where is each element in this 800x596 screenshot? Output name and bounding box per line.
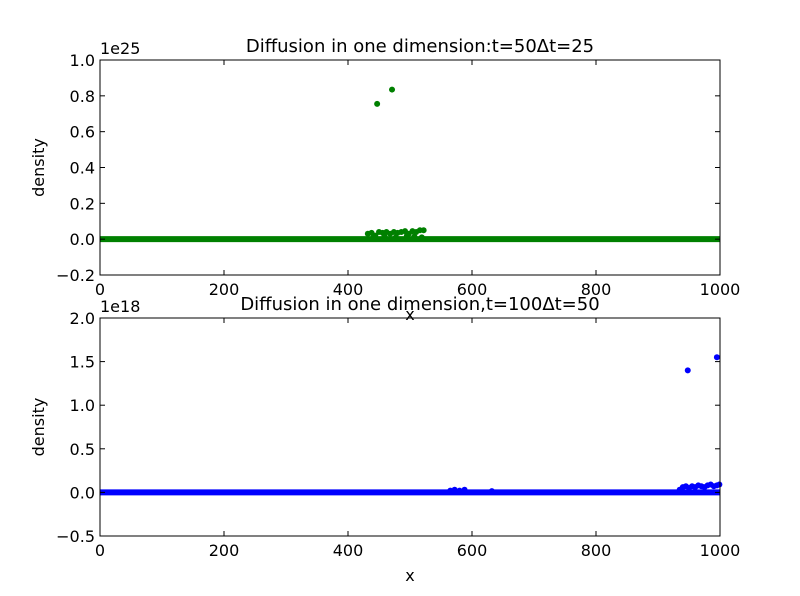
data-series bbox=[100, 354, 723, 496]
data-point bbox=[374, 100, 381, 107]
x-tick-label: 1000 bbox=[700, 541, 741, 560]
x-axis-label: x bbox=[405, 566, 414, 585]
axes-frame bbox=[99, 317, 721, 537]
data-point bbox=[713, 354, 720, 361]
data-point bbox=[403, 232, 410, 239]
y-tick-label: 0.2 bbox=[70, 194, 95, 213]
y-tick-label: 0.0 bbox=[70, 483, 95, 502]
data-point bbox=[451, 486, 458, 493]
data-point bbox=[392, 234, 399, 241]
y-tick-label: 1.0 bbox=[70, 396, 95, 415]
data-point bbox=[684, 367, 691, 374]
y-tick-label: −0.5 bbox=[56, 527, 95, 546]
x-tick-label: 600 bbox=[457, 280, 488, 299]
y-tick-label: 0.5 bbox=[70, 440, 95, 459]
data-point bbox=[420, 227, 427, 234]
y-tick-label: 2.0 bbox=[70, 309, 95, 328]
x-tick-label: 400 bbox=[333, 280, 364, 299]
chart-panel-top: 0 200 400 600 800 1000 −0.2 0.0 0.2 0.4 0.6 0.8 1.0 1… bbox=[29, 36, 740, 324]
x-tick-label: 0 bbox=[95, 280, 105, 299]
x-tick-label: 0 bbox=[95, 541, 105, 560]
y-axis-label: density bbox=[29, 138, 48, 197]
data-series bbox=[100, 86, 720, 243]
y-offset-label: 1e18 bbox=[100, 297, 140, 316]
y-tick-label: 0.0 bbox=[70, 230, 95, 249]
data-point bbox=[389, 86, 396, 93]
y-tick-label: 1.5 bbox=[70, 353, 95, 372]
x-tick-label: 200 bbox=[209, 541, 240, 560]
x-tick-label: 400 bbox=[333, 541, 364, 560]
data-point bbox=[488, 488, 495, 495]
x-tick-label: 800 bbox=[581, 280, 612, 299]
y-tick-label: −0.2 bbox=[56, 266, 95, 285]
x-axis-label: x bbox=[405, 305, 414, 324]
y-axis-label: density bbox=[29, 398, 48, 457]
y-offset-label: 1e25 bbox=[100, 39, 140, 58]
chart-title: Diffusion in one dimension,t=100Δt=50 bbox=[240, 294, 599, 315]
axes-frame bbox=[99, 59, 721, 276]
y-tick-label: 0.8 bbox=[70, 87, 95, 106]
y-tick-label: 1.0 bbox=[70, 51, 95, 70]
data-point bbox=[456, 487, 463, 494]
data-point bbox=[370, 234, 377, 241]
x-tick-label: 1000 bbox=[700, 280, 741, 299]
data-point bbox=[381, 233, 388, 240]
chart-title: Diffusion in one dimension:t=50Δt=25 bbox=[246, 36, 594, 57]
y-tick-label: 0.4 bbox=[70, 159, 95, 178]
chart-panel-bottom: 0 200 400 600 800 1000 −0.5 0.0 0.5 1.0 1.5 2.0 1e18… bbox=[29, 294, 740, 585]
data-point bbox=[716, 481, 723, 488]
data-point bbox=[418, 234, 425, 241]
x-tick-label: 600 bbox=[457, 541, 488, 560]
x-tick-label: 800 bbox=[581, 541, 612, 560]
data-point bbox=[411, 233, 418, 240]
data-point bbox=[461, 486, 468, 493]
x-tick-label: 200 bbox=[209, 280, 240, 299]
y-tick-label: 0.6 bbox=[70, 123, 95, 142]
